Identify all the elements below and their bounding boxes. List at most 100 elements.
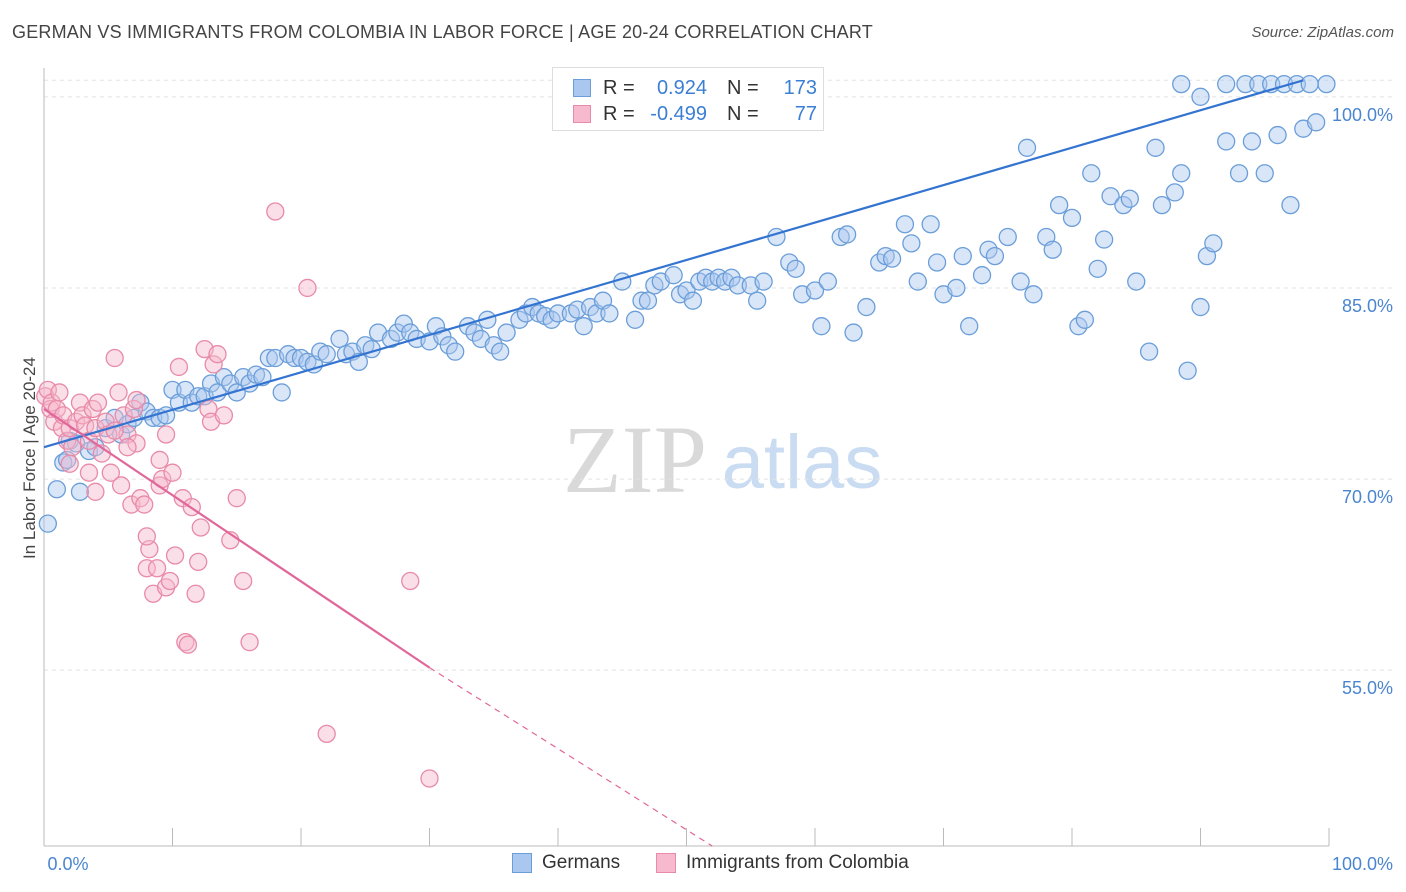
german-point <box>1300 74 1319 94</box>
colombia-point <box>127 434 146 453</box>
colombia-point <box>88 393 108 412</box>
colombia-point <box>137 559 156 578</box>
axes <box>43 68 1330 847</box>
n-label: N = <box>727 102 759 125</box>
colombia-point <box>420 769 439 788</box>
german-point <box>47 480 66 499</box>
german-point <box>548 304 568 323</box>
colombia-trend-extension <box>429 667 713 847</box>
german-point <box>677 281 696 300</box>
colombia-point <box>169 357 189 377</box>
german-point <box>1139 342 1159 361</box>
x-tick-label: 100.0% <box>1332 854 1393 874</box>
german-point <box>837 225 857 244</box>
german-point <box>857 297 876 317</box>
german-point <box>272 383 291 402</box>
colombia-point <box>147 559 167 578</box>
german-point <box>1094 230 1114 249</box>
colombia-point <box>60 454 79 473</box>
colombia-point <box>163 463 182 482</box>
german-point <box>1317 74 1336 94</box>
german-point <box>664 266 683 285</box>
german-point <box>491 342 510 361</box>
colombia-legend-label: Immigrants from Colombia <box>686 852 909 873</box>
german-point <box>446 342 465 361</box>
colombia-point <box>176 632 195 652</box>
germans-swatch <box>573 79 591 97</box>
legend-row-colombia: R = -0.499 N = 77 <box>573 102 817 126</box>
german-point <box>947 278 966 298</box>
colombia-point <box>191 518 210 537</box>
german-point <box>388 323 407 342</box>
german-point <box>1178 361 1197 380</box>
germans-r-value: 0.924 <box>656 76 707 99</box>
german-point <box>818 272 837 291</box>
colombia-point <box>189 552 208 572</box>
legend-row-germans: R = 0.924 N = 173 <box>573 76 817 100</box>
colombia-point <box>105 348 124 368</box>
colombia-point <box>214 406 234 425</box>
series-legend: Germans Immigrants from Colombia <box>0 852 1406 878</box>
german-point <box>1229 164 1249 183</box>
german-point <box>1217 132 1236 151</box>
colombia-point <box>165 546 185 565</box>
colombia-point <box>204 355 223 374</box>
german-point <box>1242 132 1262 151</box>
y-tick-label: 70.0% <box>1342 487 1393 507</box>
colombia-r-value: -0.499 <box>650 102 707 125</box>
n-label: N = <box>727 76 759 99</box>
colombia-point <box>208 345 227 364</box>
legend-item-colombia[interactable]: Immigrants from Colombia <box>656 852 909 874</box>
source-label: Source: ZipAtlas.com <box>1251 24 1394 41</box>
chart-title: GERMAN VS IMMIGRANTS FROM COLOMBIA IN LA… <box>12 22 873 42</box>
german-point <box>927 253 947 272</box>
german-point <box>317 345 336 364</box>
german-point <box>748 291 767 310</box>
colombia-point <box>127 390 146 410</box>
german-point <box>1075 310 1094 329</box>
colombia-point <box>111 476 131 495</box>
german-point <box>1050 195 1069 215</box>
colombia-point <box>227 489 246 508</box>
colombia-point <box>234 571 253 591</box>
german-point <box>908 272 927 291</box>
german-point <box>1191 87 1210 106</box>
german-point <box>1255 164 1274 183</box>
legend-item-germans[interactable]: Germans <box>512 852 620 874</box>
colombia-point <box>298 278 317 298</box>
colombia-point <box>86 482 105 501</box>
german-point <box>330 329 349 349</box>
german-point <box>895 215 915 234</box>
german-point <box>1101 187 1120 206</box>
colombia-point <box>178 635 198 654</box>
german-point <box>985 246 1005 266</box>
colombia-point <box>266 202 285 221</box>
german-point <box>394 314 413 333</box>
german-point <box>972 266 992 285</box>
german-point <box>1043 240 1062 259</box>
german-point <box>1088 259 1107 278</box>
colombia-point <box>317 724 336 744</box>
stats-legend: R = 0.924 N = 173 R = -0.499 N = 77 <box>552 67 824 131</box>
german-point <box>960 317 979 336</box>
german-point <box>728 276 748 295</box>
colombia-legend-swatch <box>656 853 676 873</box>
german-point <box>812 317 831 336</box>
german-point <box>754 272 773 291</box>
colombia-swatch <box>573 105 591 123</box>
colombia-point <box>79 463 99 482</box>
german-point <box>632 291 651 310</box>
german-point <box>38 514 58 533</box>
german-point <box>625 310 645 329</box>
colombia-point <box>150 450 169 470</box>
german-point <box>497 323 516 342</box>
germans-legend-swatch <box>512 853 532 873</box>
german-point <box>1236 74 1255 94</box>
colombia-point <box>156 425 176 444</box>
german-point <box>998 227 1017 247</box>
german-point <box>786 259 805 278</box>
german-point <box>1172 74 1191 94</box>
colombia-n-value: 77 <box>794 102 817 125</box>
y-tick-label: 55.0% <box>1342 678 1393 698</box>
points <box>36 74 1336 788</box>
